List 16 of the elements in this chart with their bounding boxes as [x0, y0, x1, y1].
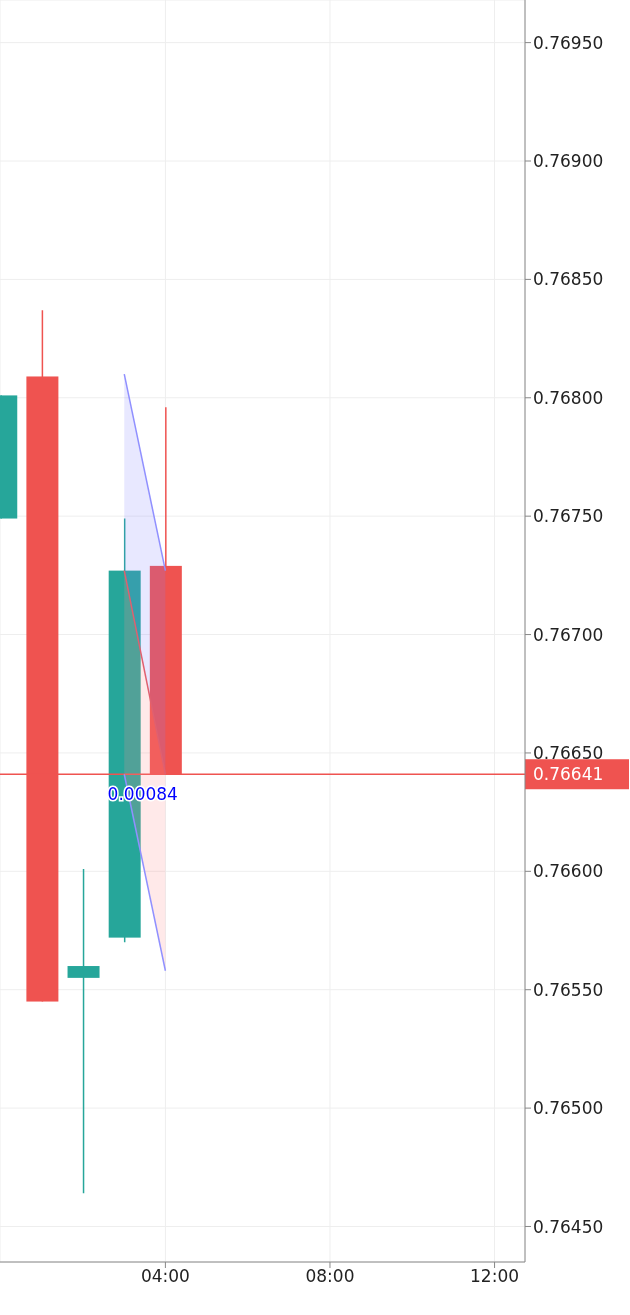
y-tick-label: 0.76550: [533, 979, 604, 1000]
y-tick-label: 0.76450: [533, 1216, 604, 1237]
y-tick-label: 0.76750: [533, 506, 604, 527]
y-tick-label: 0.76950: [533, 32, 604, 53]
ref-line-label: 0.76641: [533, 764, 604, 785]
candlestick: [67, 868, 100, 1195]
y-tick-label: 0.76700: [533, 624, 604, 645]
y-tick-label: 0.76600: [533, 861, 604, 882]
x-tick-label: 08:00: [305, 1266, 355, 1287]
y-tick-label: 0.76800: [533, 387, 604, 408]
y-tick-label: 0.76650: [533, 742, 604, 763]
y-tick-label: 0.76900: [533, 151, 604, 172]
y-tick-label: 0.76850: [533, 269, 604, 290]
x-tick-label: 04:00: [140, 1266, 190, 1287]
x-tick-label: 12:00: [470, 1266, 520, 1287]
y-tick-label: 0.76500: [533, 1098, 604, 1119]
